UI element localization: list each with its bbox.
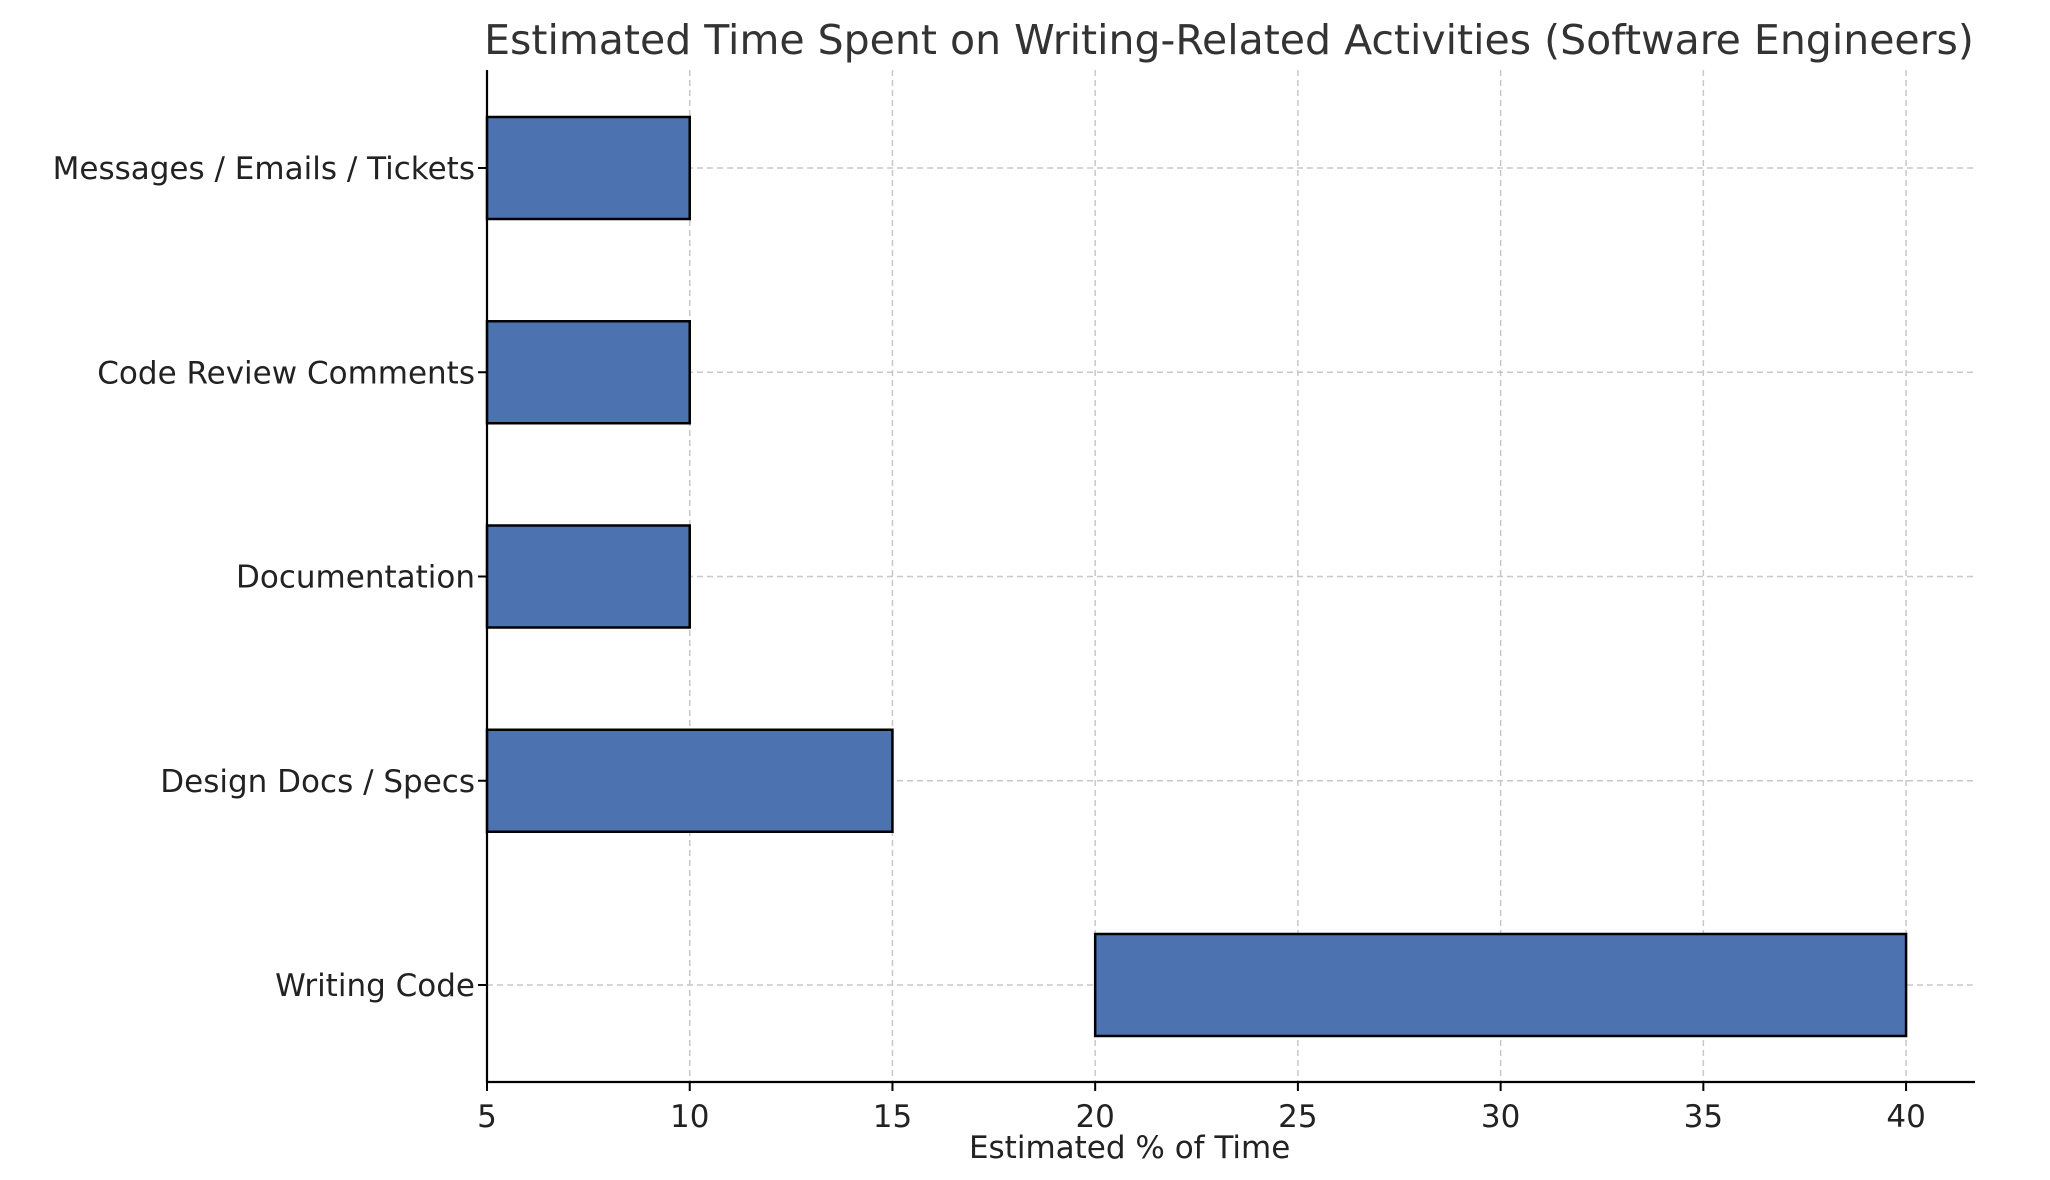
grid [486, 70, 1975, 1082]
x-tick-label: 30 [1481, 1099, 1520, 1135]
x-tick-label: 5 [477, 1099, 497, 1135]
x-axis-ticks: 5 10 15 20 25 30 35 40 [477, 1082, 1926, 1135]
bar-code-review-comments [485, 320, 691, 425]
y-tick-label: Writing Code [275, 968, 475, 1004]
x-tick-label: 40 [1886, 1099, 1925, 1135]
x-axis-label: Estimated % of Time [969, 1130, 1290, 1166]
bar-design-docs-specs [485, 728, 894, 833]
bars [485, 115, 1908, 1038]
bar-writing-code [1093, 932, 1908, 1038]
x-tick-label: 20 [1075, 1099, 1114, 1135]
bar-documentation [485, 524, 691, 629]
y-tick-label: Code Review Comments [97, 355, 475, 391]
x-tick-label: 10 [670, 1099, 709, 1135]
chart-title: Estimated Time Spent on Writing-Related … [484, 16, 1974, 64]
x-tick-label: 15 [873, 1099, 912, 1135]
bar-messages-emails-tickets [485, 115, 691, 221]
y-axis-ticks: Writing Code Design Docs / Specs Documenta… [53, 151, 487, 1004]
y-tick-label: Design Docs / Specs [160, 764, 475, 800]
y-tick-label: Documentation [236, 560, 475, 596]
x-tick-label: 25 [1278, 1099, 1317, 1135]
y-tick-label: Messages / Emails / Tickets [53, 151, 475, 187]
x-tick-label: 35 [1684, 1099, 1723, 1135]
